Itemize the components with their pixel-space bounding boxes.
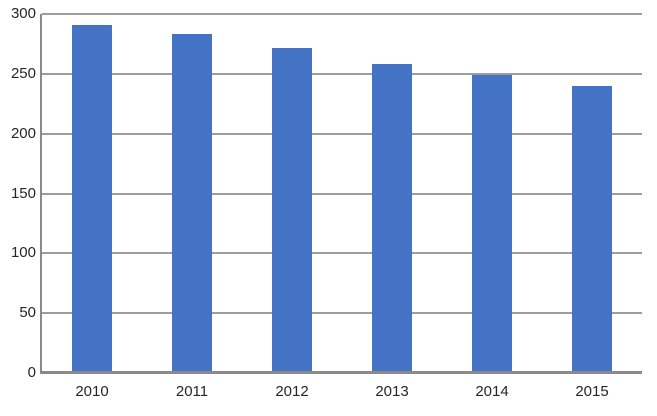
x-tick-label: 2014 bbox=[475, 383, 509, 400]
y-tick-label: 150 bbox=[10, 184, 36, 202]
bar-2010 bbox=[72, 24, 112, 373]
y-tick-label: 300 bbox=[10, 5, 36, 22]
gridline bbox=[42, 72, 642, 75]
gridline bbox=[42, 312, 642, 315]
gridline bbox=[42, 13, 642, 15]
y-tick-label: 200 bbox=[10, 124, 36, 142]
y-tick-label: 250 bbox=[10, 64, 36, 82]
bar-2015 bbox=[572, 85, 612, 373]
plot-area bbox=[40, 13, 642, 374]
bar-2012 bbox=[272, 47, 312, 373]
y-tick-label: 0 bbox=[27, 364, 36, 381]
x-tick-label: 2015 bbox=[575, 383, 609, 400]
gridline bbox=[42, 252, 642, 255]
gridline bbox=[42, 132, 642, 135]
gridline bbox=[42, 192, 642, 195]
y-tick-label: 50 bbox=[19, 304, 36, 322]
y-axis-line bbox=[40, 14, 42, 373]
x-tick-label: 2010 bbox=[75, 383, 109, 400]
x-tick-label: 2013 bbox=[375, 383, 409, 400]
bar-2013 bbox=[372, 64, 412, 373]
y-tick-label: 100 bbox=[10, 244, 36, 262]
bar-2011 bbox=[172, 34, 212, 373]
x-axis-line bbox=[40, 371, 642, 374]
bar-2014 bbox=[472, 75, 512, 373]
x-tick-label: 2012 bbox=[275, 383, 309, 400]
x-tick-label: 2011 bbox=[175, 383, 209, 400]
